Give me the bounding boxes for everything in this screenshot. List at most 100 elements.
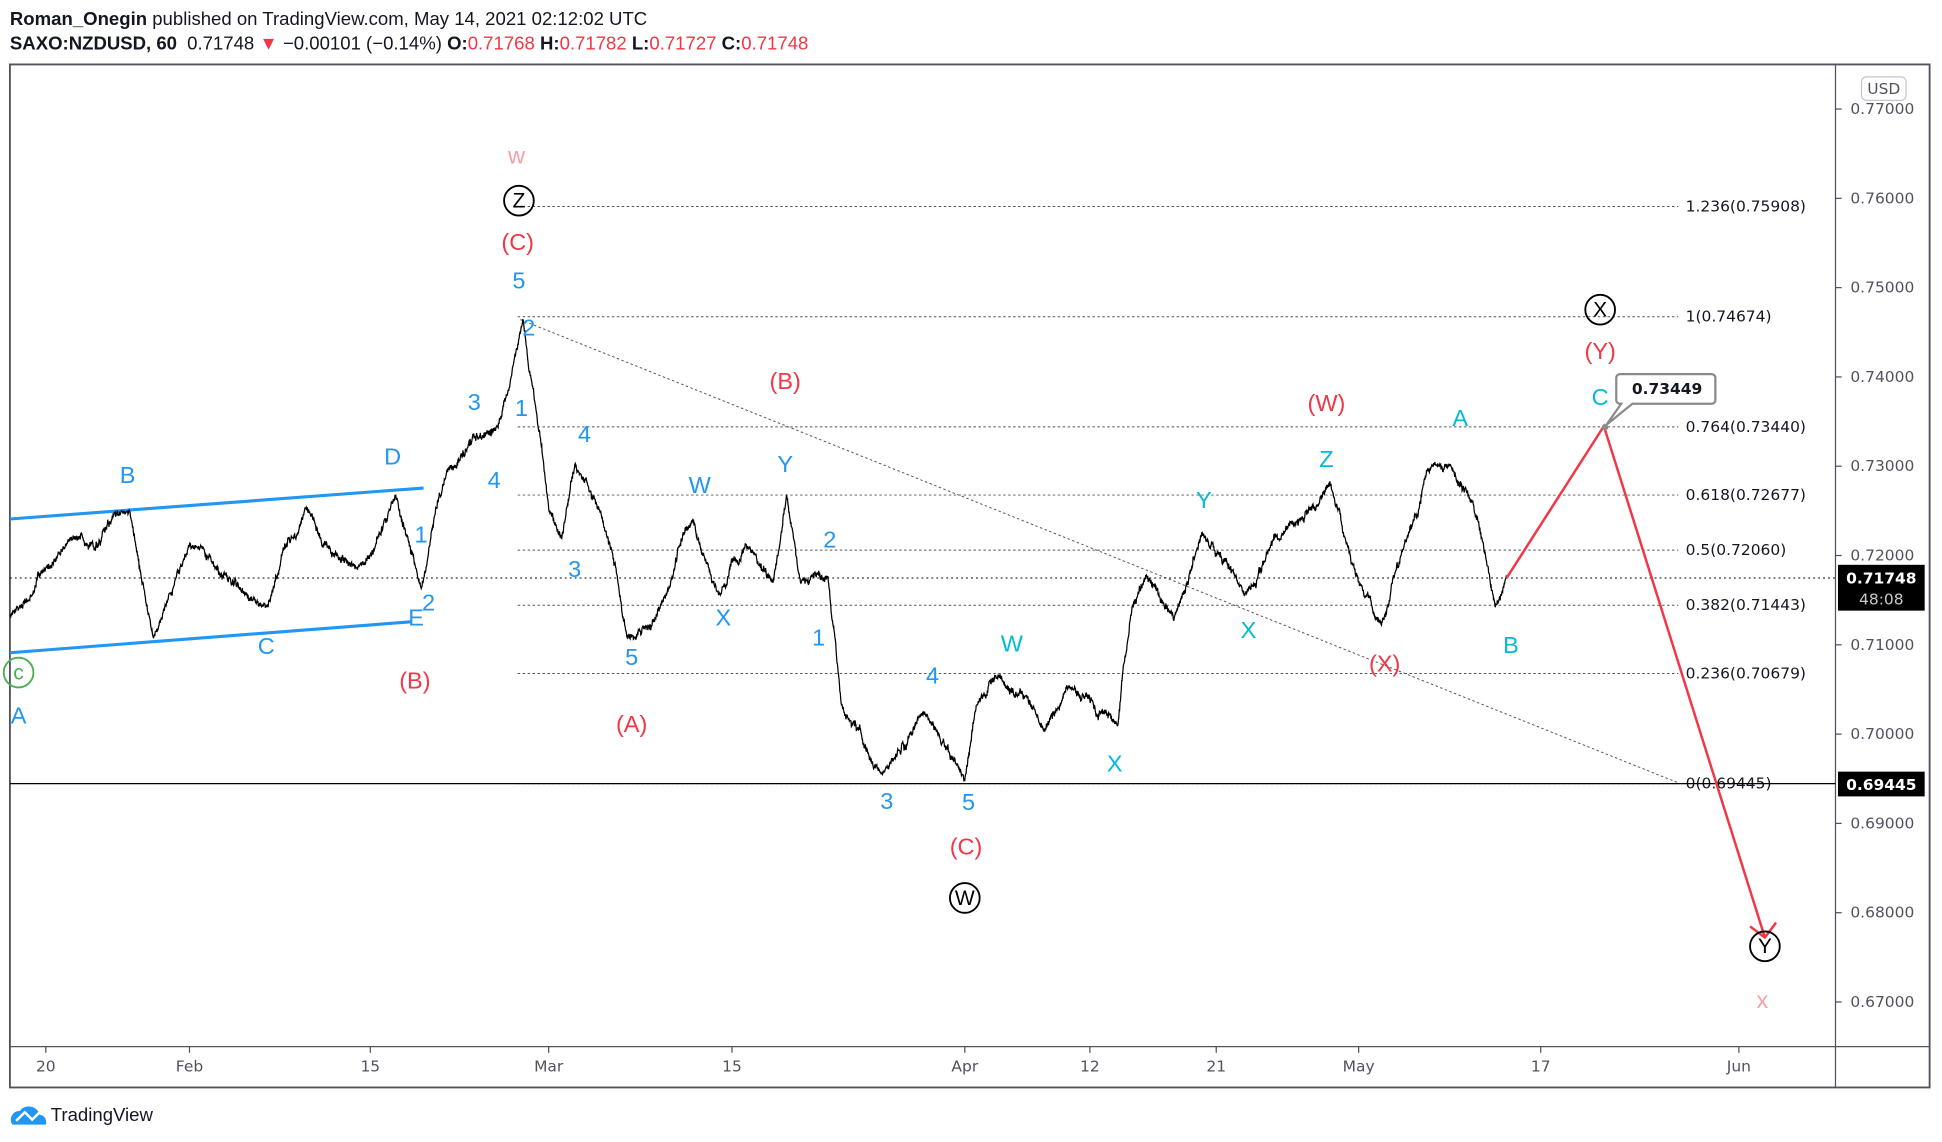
y-tick-label: 0.71000 bbox=[1850, 636, 1914, 654]
wave-label: x bbox=[1757, 987, 1769, 1013]
wave-label: 4 bbox=[578, 421, 591, 447]
wave-label: 3 bbox=[880, 788, 893, 814]
fib-retracement[interactable]: 1.236(0.75908) 1(0.74674) 0.764(0.73440) 0.… bbox=[517, 197, 1806, 793]
wave-circle bbox=[1749, 930, 1781, 963]
drawings bbox=[9, 319, 1836, 785]
wave-label: A bbox=[1452, 405, 1468, 431]
countdown: 48:08 bbox=[1859, 590, 1904, 608]
wave-label: W bbox=[955, 887, 975, 910]
open-value: 0.71768 bbox=[468, 33, 535, 54]
y-tick-label: 0.68000 bbox=[1850, 904, 1914, 922]
arrow-head-icon bbox=[1749, 921, 1778, 940]
change: −0.00101 (−0.14%) bbox=[283, 33, 442, 54]
channel-lower-line[interactable] bbox=[9, 620, 412, 655]
time-axis[interactable]: 20 Feb 15 Mar 15 Apr 12 21 May 17 Jun bbox=[36, 1046, 1751, 1076]
fib-level-label: 0.236(0.70679) bbox=[1686, 664, 1806, 682]
wave-label: C bbox=[258, 633, 275, 659]
wave-label: 1 bbox=[415, 522, 428, 548]
x-tick-label: 21 bbox=[1206, 1057, 1226, 1075]
close-value: 0.71748 bbox=[741, 33, 808, 54]
wave-circle bbox=[2, 656, 35, 689]
fib-level-label: 1(0.74674) bbox=[1686, 308, 1772, 326]
wave-label: Z bbox=[513, 189, 526, 212]
fib-level-label: 0.382(0.71443) bbox=[1686, 596, 1806, 614]
wave-label: X bbox=[715, 605, 731, 631]
price-line bbox=[9, 318, 1508, 782]
wave-label: 2 bbox=[522, 315, 535, 341]
open-label: O: bbox=[447, 33, 468, 54]
wave-label: E bbox=[408, 605, 424, 631]
symbol: SAXO:NZDUSD, 60 bbox=[10, 33, 177, 54]
x-tick-label: Apr bbox=[951, 1057, 978, 1075]
wave-label: 2 bbox=[422, 590, 435, 616]
price-axis[interactable]: 0.77000 0.76000 0.75000 0.74000 0.73000 0.720… bbox=[1835, 100, 1914, 1011]
high-label: H: bbox=[540, 33, 560, 54]
author[interactable]: Roman_Onegin bbox=[10, 8, 147, 29]
last-price-badge: 0.71748 48:08 bbox=[1837, 564, 1925, 611]
wave-label: (C) bbox=[950, 834, 983, 860]
y-tick-label: 0.73000 bbox=[1850, 457, 1914, 475]
wave-label: (Y) bbox=[1584, 338, 1615, 364]
wave-label: 3 bbox=[568, 556, 581, 582]
wave-label: 2 bbox=[823, 526, 836, 552]
wave-label: C bbox=[1592, 384, 1609, 410]
fib-level-label: 0.764(0.73440) bbox=[1686, 418, 1806, 436]
wave-label: X bbox=[1593, 298, 1607, 321]
high-value: 0.71782 bbox=[560, 33, 627, 54]
wave-circle bbox=[949, 882, 981, 914]
x-tick-label: Jun bbox=[1726, 1057, 1751, 1075]
y-tick-label: 0.77000 bbox=[1850, 100, 1914, 118]
x-tick-label: 15 bbox=[360, 1057, 380, 1075]
price-callout[interactable] bbox=[1605, 372, 1717, 426]
wave-label: D bbox=[384, 444, 401, 470]
wave-label: w bbox=[507, 143, 526, 169]
wave-label: X bbox=[1241, 617, 1257, 643]
y-tick-label: 0.69000 bbox=[1850, 814, 1914, 832]
y-tick-label: 0.76000 bbox=[1850, 189, 1914, 207]
x-tick-label: 17 bbox=[1531, 1057, 1551, 1075]
y-tick-label: 0.72000 bbox=[1850, 546, 1914, 564]
wave-label: X bbox=[1107, 751, 1123, 777]
brand-name[interactable]: TradingView bbox=[51, 1104, 154, 1125]
y-tick-label: 0.70000 bbox=[1850, 725, 1914, 743]
wave-label: c bbox=[13, 661, 24, 684]
x-tick-label: Feb bbox=[176, 1057, 203, 1075]
x-tick-label: 15 bbox=[722, 1057, 742, 1075]
y-tick-label: 0.74000 bbox=[1850, 368, 1914, 386]
wave-label: B bbox=[120, 462, 136, 488]
x-tick-label: 12 bbox=[1080, 1057, 1100, 1075]
wave-label: Y bbox=[1758, 935, 1772, 958]
marked-price-value: 0.69445 bbox=[1846, 776, 1916, 794]
wave-label: (X) bbox=[1369, 650, 1400, 676]
currency-button[interactable] bbox=[1860, 76, 1907, 101]
wave-label: 3 bbox=[468, 389, 481, 415]
last-price-value: 0.71748 bbox=[1846, 569, 1916, 587]
wave-label: Z bbox=[1319, 446, 1333, 472]
fib-level-label: 0.5(0.72060) bbox=[1686, 541, 1787, 559]
fib-level-label: 0.618(0.72677) bbox=[1686, 486, 1806, 504]
callout-value: 0.73449 bbox=[1632, 380, 1702, 398]
tradingview-cloud-icon[interactable] bbox=[10, 1106, 47, 1125]
y-tick-label: 0.67000 bbox=[1850, 993, 1914, 1011]
wave-label: (W) bbox=[1308, 390, 1346, 416]
wave-label: 4 bbox=[926, 663, 939, 689]
wave-label: 4 bbox=[488, 467, 501, 493]
down-triangle-icon: ▼ bbox=[259, 33, 277, 54]
projection-arrow[interactable]: 0.73449 bbox=[1505, 372, 1778, 940]
wave-label: (B) bbox=[399, 668, 430, 694]
wave-label: (A) bbox=[616, 711, 647, 737]
channel-upper-line[interactable] bbox=[9, 486, 424, 521]
low-label: L: bbox=[632, 33, 650, 54]
currency-label: USD bbox=[1867, 80, 1900, 98]
wave-label: Y bbox=[1196, 487, 1212, 513]
marked-price-badge: 0.69445 bbox=[1837, 771, 1925, 797]
publish-line: Roman_Onegin published on TradingView.co… bbox=[10, 8, 647, 29]
x-tick-label: 20 bbox=[36, 1057, 56, 1075]
chart-frame bbox=[8, 63, 1931, 1089]
wave-label: 1 bbox=[515, 395, 528, 421]
wave-label: (B) bbox=[770, 368, 801, 394]
wave-label: 5 bbox=[512, 268, 525, 294]
last-price: 0.71748 bbox=[187, 33, 254, 54]
